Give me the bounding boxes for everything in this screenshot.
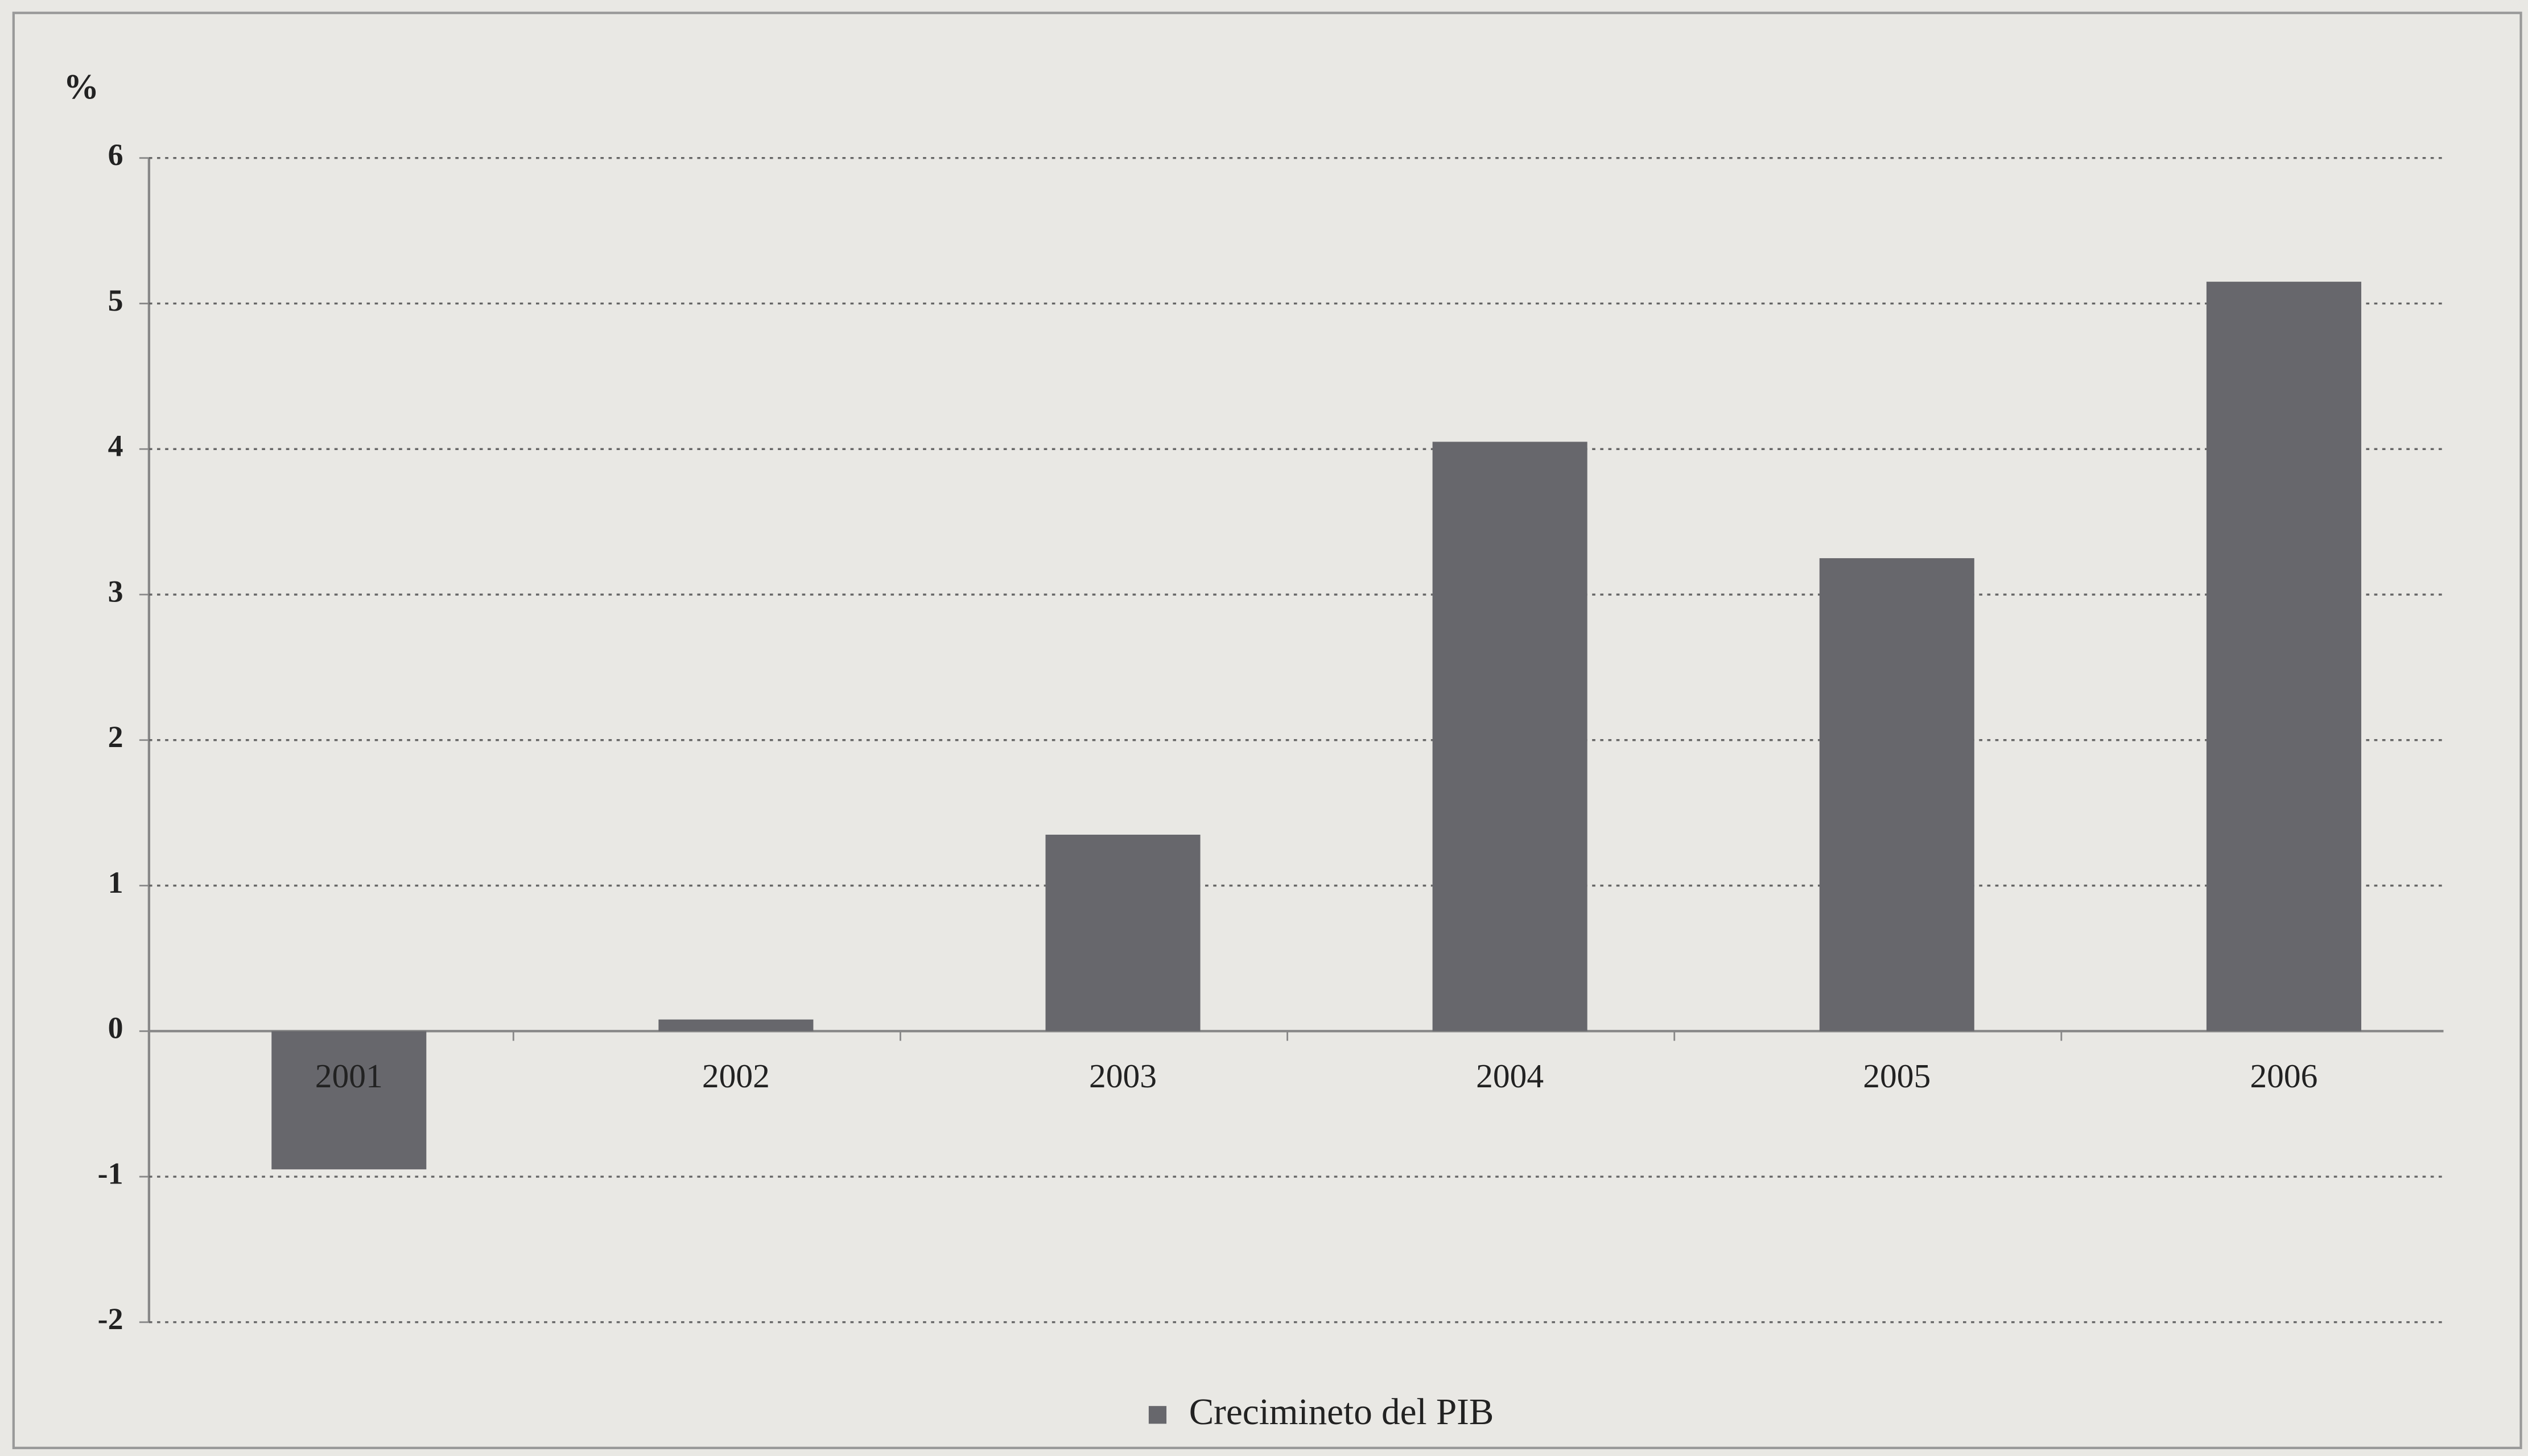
bar <box>2206 282 2361 1032</box>
y-tick-label: 4 <box>108 429 123 463</box>
y-axis-label: % <box>64 67 99 106</box>
bar <box>271 1031 427 1170</box>
y-tick-label: 1 <box>108 865 123 900</box>
x-tick-label: 2005 <box>1863 1057 1931 1095</box>
bar <box>658 1019 814 1032</box>
x-tick-label: 2006 <box>2250 1057 2317 1095</box>
bar <box>1432 442 1587 1032</box>
x-tick-label: 2003 <box>1089 1057 1157 1095</box>
y-tick-label: 3 <box>108 574 123 608</box>
x-tick-label: 2001 <box>315 1057 383 1095</box>
legend-swatch <box>1148 1406 1167 1424</box>
y-tick-label: -2 <box>98 1302 123 1336</box>
y-tick-label: 5 <box>108 283 123 317</box>
y-tick-label: 0 <box>108 1011 123 1045</box>
x-tick-label: 2004 <box>1476 1057 1544 1095</box>
bar <box>1045 834 1201 1032</box>
y-tick-label: 6 <box>108 138 123 172</box>
y-tick-label: 2 <box>108 720 123 754</box>
x-tick-label: 2002 <box>702 1057 770 1095</box>
legend-label: Crecimineto del PIB <box>1189 1392 1494 1433</box>
y-tick-label: -1 <box>98 1156 123 1190</box>
frame <box>12 11 2522 1449</box>
bar <box>1819 558 1974 1032</box>
